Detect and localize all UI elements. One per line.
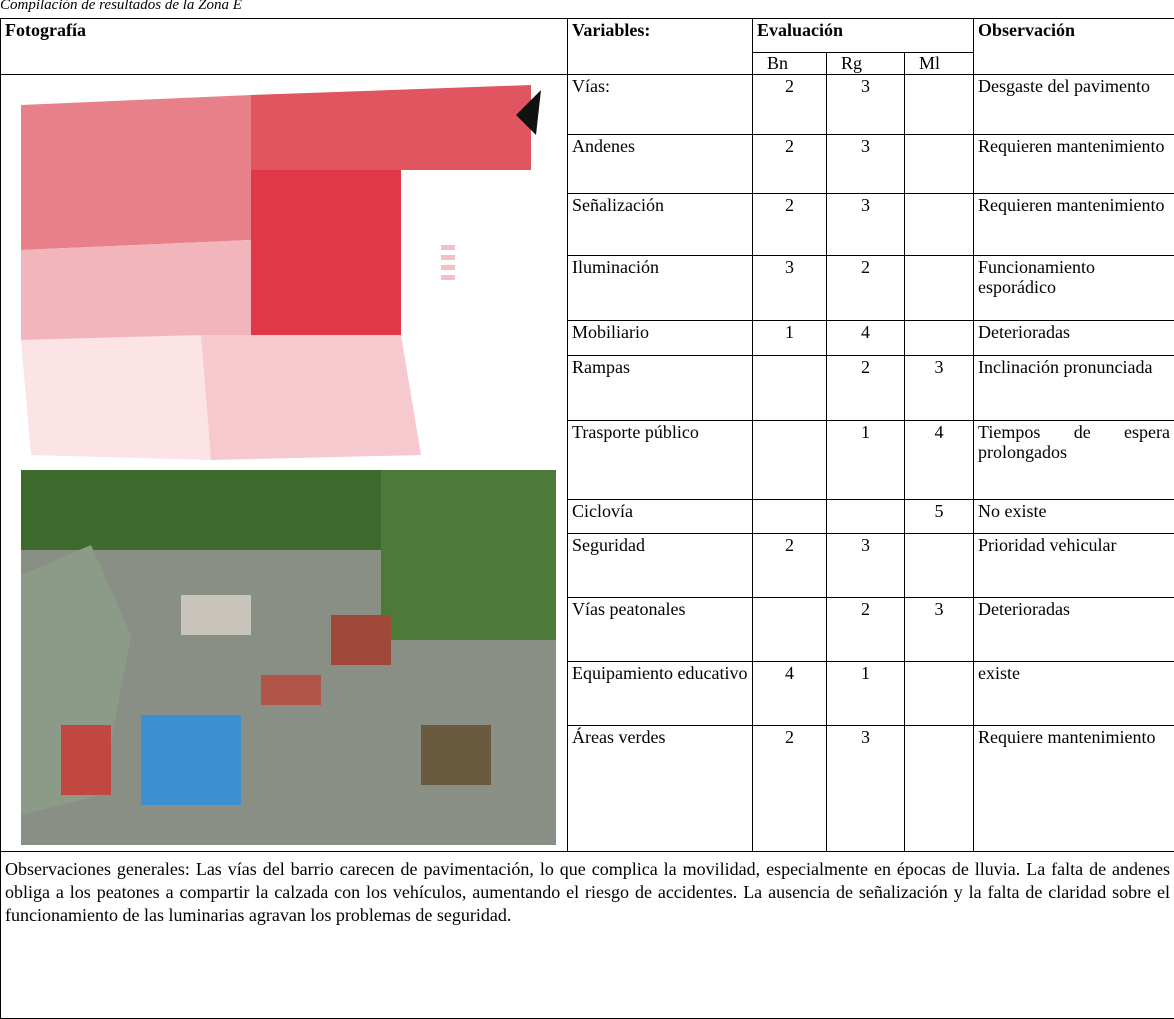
variable-cell: Andenes xyxy=(568,135,753,194)
variable-cell: Rampas xyxy=(568,356,753,421)
score-cell xyxy=(905,320,974,355)
variable-cell: Equipamiento educativo xyxy=(568,662,753,726)
header-cell: Evaluación xyxy=(753,19,974,53)
variable-cell: Iluminación xyxy=(568,255,753,320)
observation-cell: Funcionamiento esporádico xyxy=(974,255,1174,320)
observation-cell: Deterioradas xyxy=(974,320,1174,355)
score-cell xyxy=(905,194,974,255)
observation-cell: existe xyxy=(974,662,1174,726)
variable-cell: Mobiliario xyxy=(568,320,753,355)
subheader-cell: Bn xyxy=(753,53,827,75)
observation-cell: Requieren mantenimiento xyxy=(974,135,1174,194)
score-cell: 1 xyxy=(753,320,827,355)
score-cell: 5 xyxy=(905,499,974,533)
score-cell xyxy=(905,533,974,597)
variable-cell: Trasporte público xyxy=(568,421,753,499)
score-cell: 4 xyxy=(905,421,974,499)
aerial-photo xyxy=(21,470,556,845)
variable-cell: Señalización xyxy=(568,194,753,255)
score-cell xyxy=(753,499,827,533)
score-cell: 2 xyxy=(753,135,827,194)
score-cell: 4 xyxy=(753,662,827,726)
subheader-cell: Rg xyxy=(827,53,905,75)
score-cell xyxy=(827,499,905,533)
score-cell: 3 xyxy=(827,194,905,255)
score-cell: 3 xyxy=(827,533,905,597)
photos xyxy=(1,75,568,847)
observation-cell: No existe xyxy=(974,499,1174,533)
score-cell xyxy=(905,255,974,320)
variable-cell: Áreas verdes xyxy=(568,726,753,852)
observation-cell: Deterioradas xyxy=(974,597,1174,661)
score-cell: 2 xyxy=(753,533,827,597)
score-cell: 2 xyxy=(753,726,827,852)
header-cell: Observación xyxy=(974,19,1174,75)
observations-row: Observaciones generales: Las vías del ba… xyxy=(1,852,1174,1019)
variable-cell: Vías: xyxy=(568,75,753,135)
observation-cell: Desgaste del pavimento xyxy=(974,75,1174,135)
header-cell: Fotografía xyxy=(1,19,568,75)
observation-cell: Inclinación pronunciada xyxy=(974,356,1174,421)
zone-map xyxy=(21,85,541,460)
score-cell: 3 xyxy=(827,726,905,852)
score-cell: 1 xyxy=(827,421,905,499)
photo-cell xyxy=(1,75,568,852)
observation-cell: Prioridad vehicular xyxy=(974,533,1174,597)
variable-cell: Ciclovía xyxy=(568,499,753,533)
score-cell xyxy=(905,726,974,852)
score-cell xyxy=(905,75,974,135)
score-cell: 4 xyxy=(827,320,905,355)
score-cell: 3 xyxy=(753,255,827,320)
score-cell xyxy=(753,421,827,499)
observation-cell: Requieren mantenimiento xyxy=(974,194,1174,255)
variable-cell: Seguridad xyxy=(568,533,753,597)
observations-text: Observaciones generales: Las vías del ba… xyxy=(1,852,1174,1019)
header-cell: Variables: xyxy=(568,19,753,75)
score-cell: 3 xyxy=(827,75,905,135)
score-cell: 2 xyxy=(827,356,905,421)
caption: Compilación de resultados de la Zona E xyxy=(0,0,242,14)
score-cell xyxy=(905,135,974,194)
score-cell: 1 xyxy=(827,662,905,726)
score-cell xyxy=(905,662,974,726)
score-cell: 2 xyxy=(753,75,827,135)
score-cell xyxy=(753,356,827,421)
variable-cell: Vías peatonales xyxy=(568,597,753,661)
subheader-cell: Ml xyxy=(905,53,974,75)
score-cell: 2 xyxy=(827,597,905,661)
observation-cell: Requiere mantenimiento xyxy=(974,726,1174,852)
score-cell: 3 xyxy=(905,597,974,661)
score-cell: 3 xyxy=(827,135,905,194)
observation-cell: Tiempos de espera prolongados xyxy=(974,421,1174,499)
score-cell: 2 xyxy=(827,255,905,320)
score-cell: 2 xyxy=(753,194,827,255)
score-cell: 3 xyxy=(905,356,974,421)
score-cell xyxy=(753,597,827,661)
